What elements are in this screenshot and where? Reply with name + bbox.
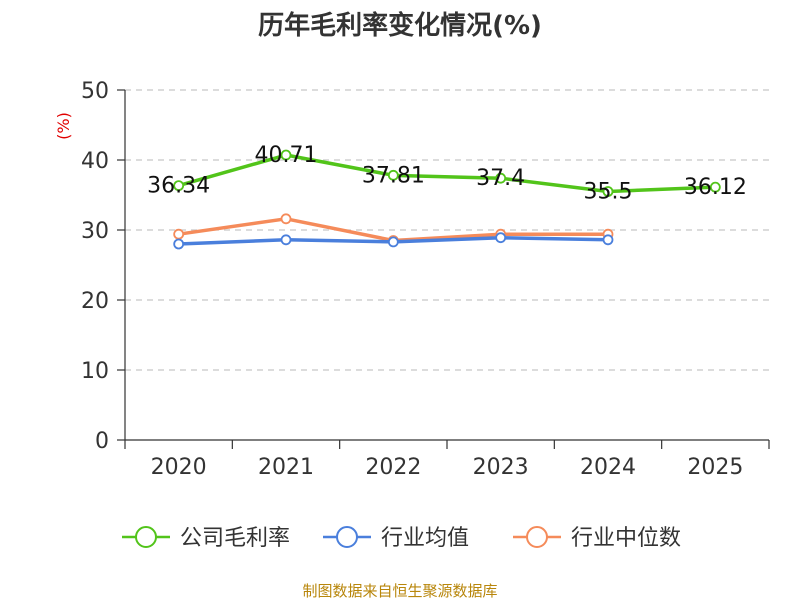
data-point[interactable] [602,234,614,246]
y-tick-label: 20 [81,289,109,314]
source-note: 制图数据来自恒生聚源数据库 [302,582,497,600]
data-point[interactable] [173,180,185,192]
data-label: 36.12 [684,175,747,200]
data-label: 35.5 [584,180,633,205]
y-tick-label: 40 [81,149,109,174]
data-point[interactable] [495,172,507,184]
legend-item-2[interactable]: 行业中位数 [513,526,681,551]
data-point[interactable] [495,232,507,244]
legend-marker [336,526,358,548]
data-point[interactable] [602,186,614,197]
y-tick-label: 50 [81,79,109,104]
legend-marker [135,526,157,548]
x-tick-label: 2025 [687,455,743,480]
y-axis-label: (%) [54,112,73,140]
data-point[interactable] [387,236,399,248]
legend-item-0[interactable]: 公司毛利率 [122,526,290,551]
data-label: 40.71 [255,143,318,168]
data-point[interactable] [173,228,185,240]
legend-label: 行业中位数 [571,526,681,551]
data-label: 37.4 [476,166,525,191]
x-tick-label: 2022 [365,455,421,480]
data-label: 36.34 [147,174,210,199]
data-point[interactable] [280,213,292,225]
chart-title: 历年毛利率变化情况(%) [258,10,542,41]
data-label: 37.81 [362,163,425,188]
x-tick-label: 2021 [258,455,314,480]
x-tick-label: 2023 [473,455,529,480]
legend-marker [526,526,548,548]
series-line-0 [178,153,716,194]
legend-item-1[interactable]: 行业均值 [323,526,469,551]
y-tick-label: 10 [81,359,109,384]
data-point[interactable] [709,181,721,193]
axes: 0 10 20 30 40 50 2020 2021 2022 2023 2024 2025 [81,79,770,480]
y-tick-label: 0 [95,429,109,454]
data-point[interactable] [280,149,292,161]
data-point[interactable] [173,238,185,250]
legend[interactable]: 公司毛利率 行业均值 行业中位数 [122,526,681,551]
data-point[interactable] [387,169,399,181]
series [173,149,721,250]
y-tick-label: 30 [81,219,109,244]
data-labels: 36.34 40.71 37.81 37.4 35.5 36.12 [147,143,747,204]
x-tick-label: 2024 [580,455,636,480]
x-tick-label: 2020 [151,455,207,480]
legend-label: 公司毛利率 [180,526,290,551]
legend-label: 行业均值 [381,526,469,551]
grid [125,89,769,371]
data-point[interactable] [280,234,292,246]
